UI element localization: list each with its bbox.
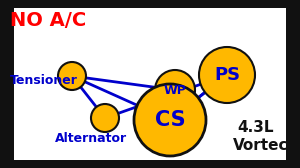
Text: Tensioner: Tensioner (10, 74, 78, 87)
Circle shape (91, 104, 119, 132)
Text: Vortec: Vortec (233, 137, 289, 153)
Text: WP: WP (164, 83, 186, 96)
Circle shape (199, 47, 255, 103)
Text: NO A/C: NO A/C (10, 10, 86, 30)
Circle shape (58, 62, 86, 90)
Text: CS: CS (155, 110, 185, 130)
Text: 4.3L: 4.3L (237, 120, 274, 136)
Text: PS: PS (214, 66, 240, 84)
Circle shape (134, 84, 206, 156)
Text: Alternator: Alternator (55, 132, 127, 144)
Circle shape (155, 70, 195, 110)
